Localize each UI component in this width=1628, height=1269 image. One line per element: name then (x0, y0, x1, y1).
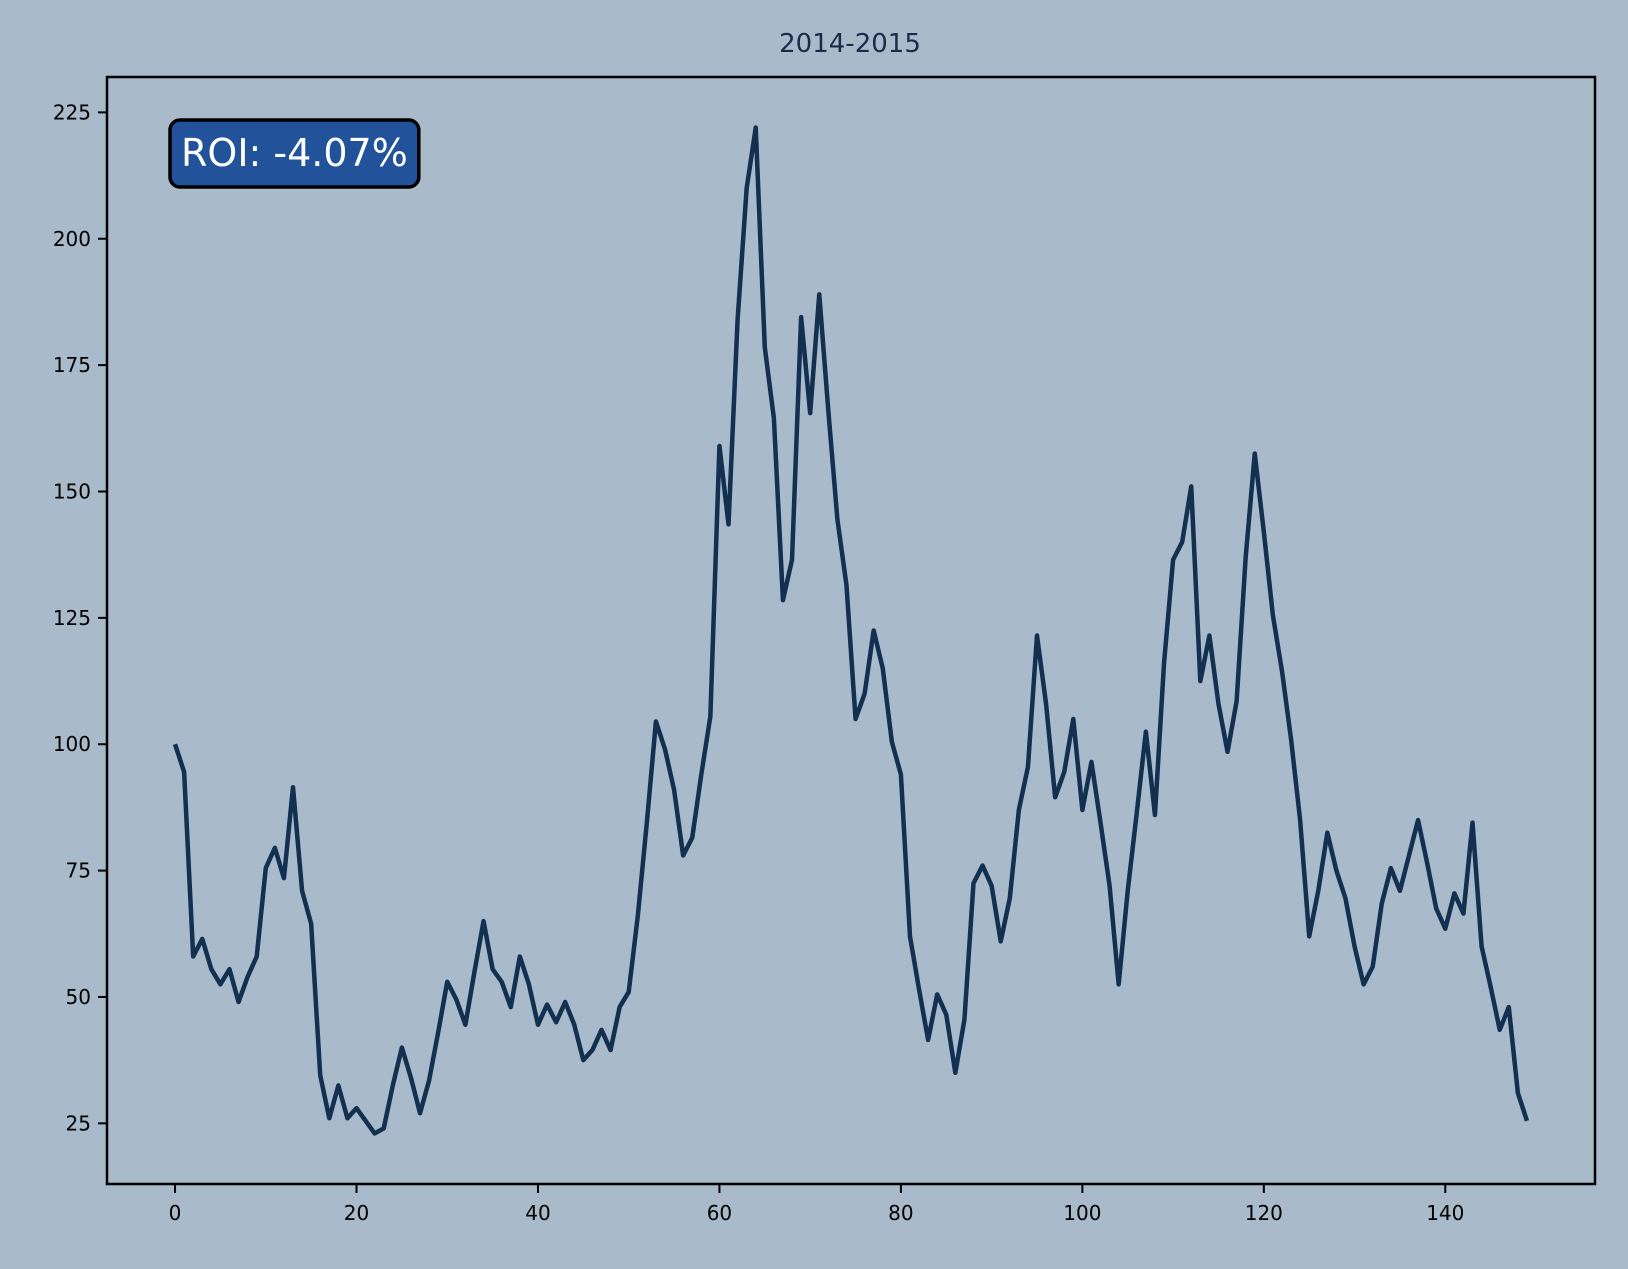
y-tick-label: 75 (66, 859, 91, 883)
x-tick-label: 20 (344, 1201, 369, 1225)
x-tick-label: 60 (707, 1201, 732, 1225)
y-tick-label: 100 (53, 732, 91, 756)
x-tick-label: 140 (1426, 1201, 1464, 1225)
y-tick-label: 225 (53, 100, 91, 124)
x-tick-label: 100 (1063, 1201, 1101, 1225)
y-tick-label: 25 (66, 1111, 91, 1135)
chart-title: 2014-2015 (779, 29, 921, 59)
y-tick-label: 150 (53, 479, 91, 503)
y-tick-label: 125 (53, 606, 91, 630)
roi-annotation-text: ROI: -4.07% (181, 131, 408, 175)
y-tick-label: 175 (53, 353, 91, 377)
x-tick-label: 0 (169, 1201, 182, 1225)
axis-ticks: 0 20 40 60 80 100 120 140 25 50 75 100 125 150 175 200 2… (53, 100, 1465, 1225)
y-tick-label: 200 (53, 227, 91, 251)
roi-annotation-box (168, 118, 421, 189)
x-tick-label: 80 (888, 1201, 913, 1225)
series-line (172, 125, 1530, 1136)
y-tick-label: 50 (66, 985, 91, 1009)
plot-frame (105, 75, 1597, 1186)
x-tick-label: 120 (1245, 1201, 1283, 1225)
roi-annotation: ROI: -4.07% (168, 118, 421, 189)
x-tick-label: 40 (525, 1201, 550, 1225)
